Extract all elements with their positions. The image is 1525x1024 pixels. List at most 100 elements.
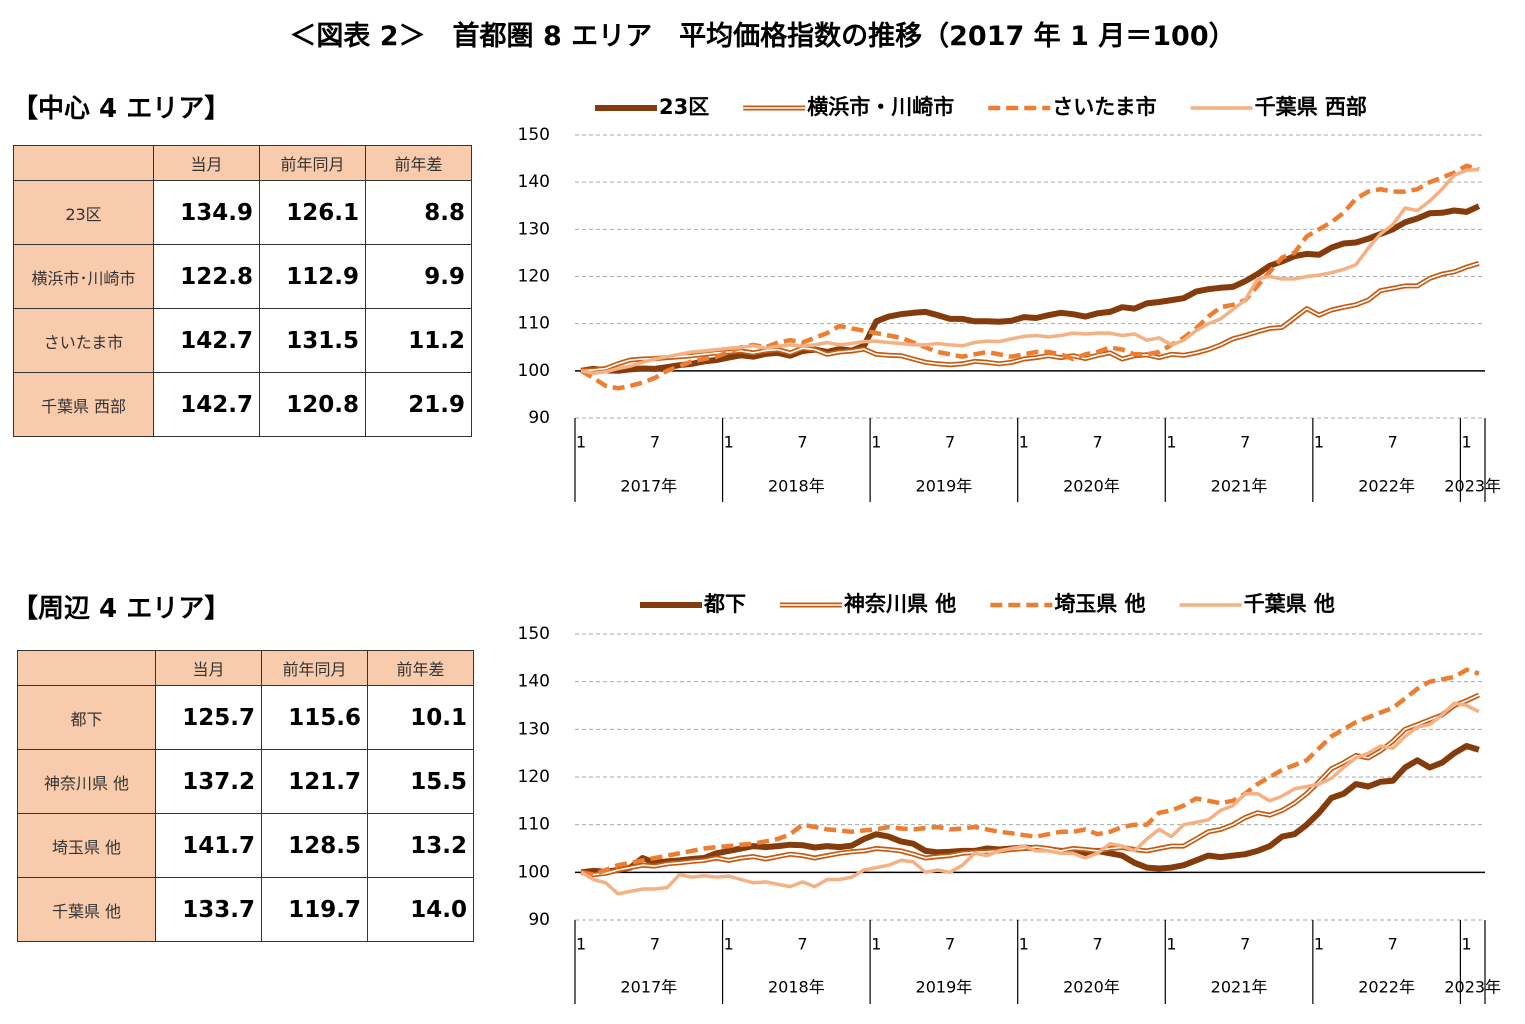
- series-line: [580, 667, 1480, 877]
- year-label: 2019年: [916, 477, 973, 496]
- table-cell: 当月: [155, 650, 262, 686]
- legend-label: 神奈川県 他: [844, 592, 956, 616]
- table-cell: 142.7: [153, 372, 260, 437]
- year-label: 2022年: [1358, 978, 1415, 997]
- table-cell: 千葉県 西部: [13, 372, 154, 437]
- y-tick-label: 120: [518, 267, 550, 287]
- table-cell: 8.8: [365, 180, 472, 245]
- y-tick-label: 120: [518, 767, 550, 787]
- x-tick-label: 1: [1166, 433, 1176, 452]
- legend-label: 23区: [659, 95, 709, 119]
- table-cell: 14.0: [367, 877, 474, 942]
- y-tick-label: 110: [518, 314, 550, 334]
- series-line: [579, 163, 1480, 391]
- x-tick-label: 7: [650, 935, 660, 954]
- x-tick-label: 7: [945, 935, 955, 954]
- x-tick-label: 1: [576, 433, 586, 452]
- section-label: 【中心 4 エリア】: [12, 94, 231, 124]
- year-label: 2023年: [1444, 477, 1501, 496]
- y-tick-label: 110: [518, 815, 550, 835]
- table-cell: 134.9: [153, 180, 260, 245]
- y-tick-label: 140: [518, 672, 550, 692]
- year-label: 2023年: [1444, 978, 1501, 997]
- x-tick-label: 7: [1240, 935, 1250, 954]
- table-cell: 当月: [153, 145, 260, 181]
- table-cell: 前年差: [367, 650, 474, 686]
- table-cell: 13.2: [367, 813, 474, 878]
- table-cell: 15.5: [367, 749, 474, 814]
- y-tick-label: 100: [518, 862, 550, 882]
- x-tick-label: 1: [1019, 433, 1029, 452]
- series-line-inner: [581, 262, 1480, 372]
- y-tick-label: 140: [518, 172, 550, 192]
- x-tick-label: 1: [1461, 433, 1471, 452]
- table-cell: 神奈川県 他: [17, 749, 156, 814]
- y-tick-label: 100: [518, 361, 550, 381]
- legend-label: 千葉県 西部: [1255, 95, 1367, 119]
- data-table: 当月 前年同月 前年差 都下 125.7 115.6 10.1 神奈川県 他 137.2 121.…: [17, 650, 474, 942]
- table-cell: 前年差: [365, 145, 472, 181]
- year-label: 2022年: [1358, 477, 1415, 496]
- x-tick-label: 7: [1388, 433, 1398, 452]
- table-cell: 142.7: [153, 308, 260, 373]
- year-label: 2020年: [1063, 477, 1120, 496]
- table-cell: 115.6: [261, 685, 368, 750]
- table-cell: 千葉県 他: [17, 877, 156, 942]
- x-tick-label: 1: [1314, 433, 1324, 452]
- table-cell: 横浜市･川崎市: [13, 244, 154, 309]
- legend-label: 都下: [703, 592, 746, 616]
- x-tick-label: 7: [650, 433, 660, 452]
- table-cell: 11.2: [365, 308, 472, 373]
- year-label: 2019年: [916, 978, 973, 997]
- table-cell: 21.9: [365, 372, 472, 437]
- table-cell: 前年同月: [259, 145, 366, 181]
- x-tick-label: 7: [1093, 433, 1103, 452]
- x-tick-label: 7: [1388, 935, 1398, 954]
- year-label: 2021年: [1211, 978, 1268, 997]
- y-tick-label: 150: [518, 624, 550, 644]
- y-tick-label: 130: [518, 719, 550, 739]
- series-line: [580, 203, 1481, 374]
- year-label: 2021年: [1211, 477, 1268, 496]
- page-title: ＜図表 2＞ 首都圏 8 エリア 平均価格指数の推移（2017 年 1 月＝10…: [289, 21, 1236, 52]
- table-cell: 9.9: [365, 244, 472, 309]
- table-cell: 120.8: [259, 372, 366, 437]
- legend-label: さいたま市: [1052, 95, 1156, 119]
- table-cell: 121.7: [261, 749, 368, 814]
- year-label: 2020年: [1063, 978, 1120, 997]
- x-tick-label: 1: [871, 433, 881, 452]
- x-tick-label: 7: [1240, 433, 1250, 452]
- x-tick-label: 7: [797, 433, 807, 452]
- table-cell: 112.9: [259, 244, 366, 309]
- x-tick-label: 1: [1461, 935, 1471, 954]
- x-tick-label: 1: [576, 935, 586, 954]
- table-cell: 125.7: [155, 685, 262, 750]
- year-label: 2018年: [768, 978, 825, 997]
- data-table: 当月 前年同月 前年差 23区 134.9 126.1 8.8 横浜市･川崎市 122.8 112…: [13, 145, 472, 437]
- x-tick-label: 1: [724, 433, 734, 452]
- year-label: 2017年: [620, 477, 677, 496]
- series-line: [580, 167, 1480, 375]
- legend-label: 横浜市・川崎市: [807, 95, 954, 119]
- x-tick-label: 7: [1093, 935, 1103, 954]
- section-label: 【周辺 4 エリア】: [12, 594, 231, 624]
- y-tick-label: 90: [528, 408, 550, 428]
- y-tick-label: 90: [528, 910, 550, 930]
- table-cell: 133.7: [155, 877, 262, 942]
- x-tick-label: 1: [1019, 935, 1029, 954]
- x-tick-label: 1: [871, 935, 881, 954]
- year-label: 2018年: [768, 477, 825, 496]
- table-cell: 埼玉県 他: [17, 813, 156, 878]
- legend-label: 千葉県 他: [1244, 592, 1335, 616]
- table-cell: 10.1: [367, 685, 474, 750]
- table-cell: 都下: [17, 685, 156, 750]
- x-tick-label: 1: [1166, 935, 1176, 954]
- series-line: [580, 701, 1480, 896]
- x-tick-label: 1: [1314, 935, 1324, 954]
- x-tick-label: 1: [724, 935, 734, 954]
- y-tick-label: 130: [518, 219, 550, 239]
- y-tick-label: 150: [518, 125, 550, 145]
- legend-label: 埼玉県 他: [1054, 592, 1145, 616]
